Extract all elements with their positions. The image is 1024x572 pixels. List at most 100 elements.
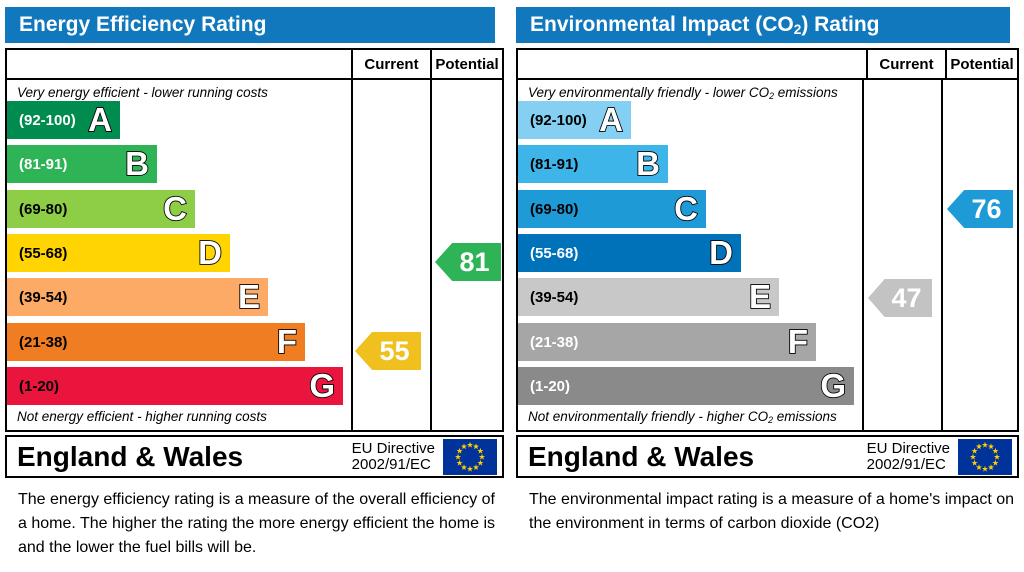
region-footer: England & Wales EU Directive 2002/91/EC xyxy=(516,435,1019,478)
rating-band-e: (39-54) E xyxy=(7,277,268,316)
bottom-scale-label: Not energy efficient - higher running co… xyxy=(17,409,267,425)
band-range-label: (1-20) xyxy=(530,377,571,395)
energy-rating-table: Current Potential Very energy efficient … xyxy=(5,48,504,432)
rating-band-c: (69-80) C xyxy=(518,189,706,228)
rating-band-b: (81-91) B xyxy=(7,144,157,183)
band-letter: F xyxy=(276,322,298,361)
top-scale-label-subscript: 2 xyxy=(769,90,774,101)
rating-band-d: (55-68) D xyxy=(518,233,741,272)
eu-directive-line2: 2002/91/EC xyxy=(866,455,946,473)
current-rating-value: 47 xyxy=(891,282,922,313)
environmental-chart-body: Very environmentally friendly - lower CO… xyxy=(518,80,1017,430)
band-range-label: (69-80) xyxy=(19,200,68,218)
eu-directive-line2: 2002/91/EC xyxy=(351,455,431,473)
potential-column-header: Potential xyxy=(945,50,1017,78)
header-spacer xyxy=(518,50,866,78)
band-letter: A xyxy=(87,100,113,139)
bottom-scale-label-text-post: emissions xyxy=(773,409,837,425)
band-range-label: (81-91) xyxy=(19,155,68,173)
band-range-label: (21-38) xyxy=(530,333,579,351)
band-range-label: (55-68) xyxy=(19,244,68,262)
potential-column-header: Potential xyxy=(430,50,502,78)
current-rating-value: 55 xyxy=(379,335,410,366)
energy-rating-description: The energy efficiency rating is a measur… xyxy=(18,491,496,556)
top-scale-label: Very environmentally friendly - lower CO… xyxy=(528,85,838,101)
band-range-label: (92-100) xyxy=(19,111,76,129)
band-letter: C xyxy=(162,189,188,228)
rating-band-a: (92-100) A xyxy=(518,100,631,139)
band-letter: G xyxy=(308,366,335,405)
band-letter: B xyxy=(124,144,150,183)
rating-band-f: (21-38) F xyxy=(7,322,305,361)
bottom-scale-label: Not environmentally friendly - higher CO… xyxy=(528,409,837,425)
top-scale-label-text-post: emissions xyxy=(773,85,838,100)
band-range-label: (69-80) xyxy=(530,200,579,218)
band-range-label: (55-68) xyxy=(530,244,579,262)
band-letter: C xyxy=(673,189,699,228)
potential-rating-value: 76 xyxy=(971,193,1002,224)
rating-band-a: (92-100) A xyxy=(7,100,120,139)
current-rating-arrow: 55 xyxy=(355,332,421,370)
current-column-divider xyxy=(862,80,864,430)
region-label: England & Wales xyxy=(528,440,755,472)
eu-directive-line1: EU Directive xyxy=(866,439,950,457)
band-letter: B xyxy=(635,144,661,183)
bottom-scale-label-text: Not environmentally friendly - higher CO xyxy=(528,409,769,425)
eu-directive-label: EU Directive 2002/91/EC xyxy=(351,439,435,473)
energy-efficiency-panel: Energy Efficiency Rating Current Potenti… xyxy=(5,7,504,567)
top-scale-label-text: Very environmentally friendly - lower CO xyxy=(528,85,770,100)
table-header-row: Current Potential xyxy=(518,50,1017,80)
top-scale-label: Very energy efficient - lower running co… xyxy=(17,85,268,101)
top-scale-label-text: Very energy efficient - lower running co… xyxy=(17,85,268,100)
band-range-label: (39-54) xyxy=(530,288,579,306)
current-column-divider xyxy=(351,80,353,430)
environmental-rating-description: The environmental impact rating is a mea… xyxy=(529,491,1015,532)
rating-band-b: (81-91) B xyxy=(518,144,668,183)
panel-title-energy: Energy Efficiency Rating xyxy=(5,7,495,43)
current-column-header: Current xyxy=(866,50,945,78)
eu-directive-line1: EU Directive xyxy=(351,439,435,457)
rating-band-e: (39-54) E xyxy=(518,277,779,316)
potential-column-divider xyxy=(941,80,943,430)
eu-flag-icon xyxy=(443,438,497,475)
band-letter: E xyxy=(237,277,261,316)
header-spacer xyxy=(7,50,351,78)
bottom-scale-label-text: Not energy efficient - higher running co… xyxy=(17,409,267,425)
band-range-label: (1-20) xyxy=(19,377,60,395)
energy-chart-body: Very energy efficient - lower running co… xyxy=(7,80,502,430)
environmental-impact-panel: Environmental Impact (CO2) Rating Curren… xyxy=(516,7,1019,567)
band-letter: A xyxy=(598,100,624,139)
band-range-label: (81-91) xyxy=(530,155,579,173)
rating-band-d: (55-68) D xyxy=(7,233,230,272)
current-column-header: Current xyxy=(351,50,430,78)
rating-band-g: (1-20) G xyxy=(518,366,854,405)
region-label: England & Wales xyxy=(17,440,244,472)
panel-title-text-post: ) Rating xyxy=(801,13,880,36)
eu-directive-label: EU Directive 2002/91/EC xyxy=(866,439,950,473)
panel-title-subscript: 2 xyxy=(793,22,802,37)
band-letter: G xyxy=(819,366,846,405)
potential-rating-value: 81 xyxy=(459,246,490,277)
table-header-row: Current Potential xyxy=(7,50,502,80)
eu-flag-icon xyxy=(958,438,1012,475)
potential-rating-arrow: 76 xyxy=(947,190,1013,228)
band-range-label: (92-100) xyxy=(530,111,587,129)
band-letter: F xyxy=(787,322,809,361)
rating-band-g: (1-20) G xyxy=(7,366,343,405)
rating-band-c: (69-80) C xyxy=(7,189,195,228)
band-letter: D xyxy=(197,233,223,272)
band-range-label: (39-54) xyxy=(19,288,68,306)
panel-title-text: Energy Efficiency Rating xyxy=(19,13,267,36)
panel-title-environment: Environmental Impact (CO2) Rating xyxy=(516,7,1010,43)
panel-title-text: Environmental Impact (CO xyxy=(530,13,794,36)
region-footer: England & Wales EU Directive 2002/91/EC xyxy=(5,435,504,478)
band-range-label: (21-38) xyxy=(19,333,68,351)
potential-rating-arrow: 81 xyxy=(435,243,501,281)
environmental-rating-table: Current Potential Very environmentally f… xyxy=(516,48,1019,432)
band-letter: E xyxy=(748,277,772,316)
rating-band-f: (21-38) F xyxy=(518,322,816,361)
bottom-scale-label-subscript: 2 xyxy=(768,415,773,425)
band-letter: D xyxy=(708,233,734,272)
potential-column-divider xyxy=(430,80,432,430)
